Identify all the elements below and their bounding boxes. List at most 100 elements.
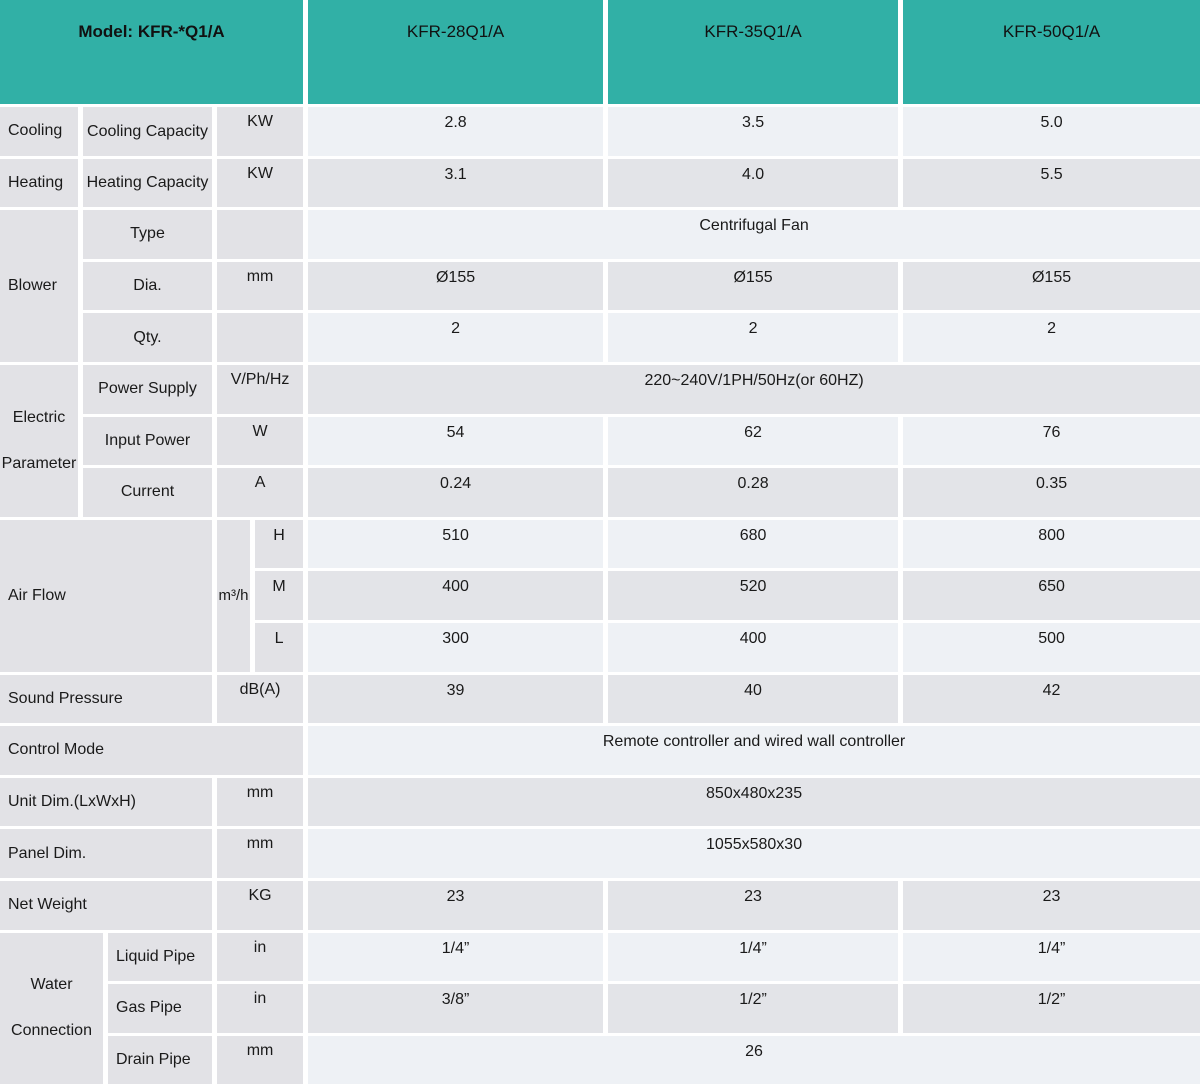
airflow-mid-value-kfr35: 520 (608, 571, 899, 620)
row-blower-dia: Dia. mm Ø155 Ø155 Ø155 (0, 261, 1200, 311)
power-supply-unit: V/Ph/Hz (217, 364, 304, 414)
sound-pressure-value-kfr50: 42 (903, 674, 1200, 724)
column-header-kfr50: KFR-50Q1/A (903, 0, 1200, 104)
power-supply-value: 220~240V/1PH/50Hz(or 60HZ) (308, 364, 1200, 414)
blower-dia-value-kfr28: Ø155 (308, 261, 604, 311)
gas-pipe-unit: in (217, 984, 304, 1033)
panel-dim-unit: mm (217, 829, 304, 878)
liquid-pipe-value-kfr35: 1/4” (608, 932, 899, 982)
current-value-kfr28: 0.24 (308, 468, 604, 517)
row-sound-pressure: Sound Pressure dB(A) 39 40 42 (0, 674, 1200, 724)
drain-pipe-value: 26 (308, 1035, 1200, 1085)
heating-value-kfr28: 3.1 (308, 158, 604, 208)
unit-dim-value: 850x480x235 (308, 777, 1200, 827)
blower-type-label: Type (83, 210, 212, 259)
row-blower-type: Blower Type Centrifugal Fan (0, 210, 1200, 362)
gas-pipe-label: Gas Pipe (108, 984, 212, 1033)
cooling-capacity-label: Cooling Capacity (83, 107, 212, 156)
row-power-supply: Electric Parameter Power Supply V/Ph/Hz … (0, 364, 1200, 517)
table-header-row: Model: KFR-*Q1/A KFR-28Q1/A KFR-35Q1/A K… (0, 0, 1200, 104)
airflow-low-value-kfr50: 500 (903, 622, 1200, 672)
cooling-value-kfr28: 2.8 (308, 107, 604, 156)
net-weight-value-kfr28: 23 (308, 880, 604, 930)
control-mode-value: Remote controller and wired wall control… (308, 726, 1200, 775)
net-weight-unit: KG (217, 880, 304, 930)
blower-qty-value-kfr50: 2 (903, 313, 1200, 362)
model-header-cell: Model: KFR-*Q1/A (0, 0, 304, 104)
airflow-high-label: H (255, 519, 304, 569)
panel-dim-value: 1055x580x30 (308, 829, 1200, 878)
airflow-low-label: L (255, 622, 304, 672)
drain-pipe-label: Drain Pipe (108, 1035, 212, 1085)
unit-dim-unit: mm (217, 777, 304, 827)
liquid-pipe-value-kfr50: 1/4” (903, 932, 1200, 982)
airflow-mid-label: M (255, 571, 304, 620)
blower-qty-value-kfr35: 2 (608, 313, 899, 362)
input-power-value-kfr50: 76 (903, 416, 1200, 466)
row-airflow-mid: M 400 520 650 (0, 571, 1200, 620)
net-weight-value-kfr50: 23 (903, 880, 1200, 930)
blower-group-label: Blower (0, 210, 78, 362)
airflow-unit: m³/h (217, 519, 250, 672)
row-panel-dim: Panel Dim. mm 1055x580x30 (0, 829, 1200, 878)
gas-pipe-value-kfr35: 1/2” (608, 984, 899, 1033)
blower-dia-value-kfr50: Ø155 (903, 261, 1200, 311)
gas-pipe-value-kfr50: 1/2” (903, 984, 1200, 1033)
column-header-kfr28: KFR-28Q1/A (308, 0, 604, 104)
gas-pipe-value-kfr28: 3/8” (308, 984, 604, 1033)
blower-dia-value-kfr35: Ø155 (608, 261, 899, 311)
airflow-high-value-kfr35: 680 (608, 519, 899, 569)
unit-dim-label: Unit Dim.(LxWxH) (0, 777, 212, 827)
airflow-high-value-kfr50: 800 (903, 519, 1200, 569)
row-unit-dim: Unit Dim.(LxWxH) mm 850x480x235 (0, 777, 1200, 827)
current-unit: A (217, 468, 304, 517)
blower-qty-value-kfr28: 2 (308, 313, 604, 362)
blower-dia-label: Dia. (83, 261, 212, 311)
airflow-group-label: Air Flow (0, 519, 212, 672)
column-header-kfr35: KFR-35Q1/A (608, 0, 899, 104)
net-weight-label: Net Weight (0, 880, 212, 930)
row-control-mode: Control Mode Remote controller and wired… (0, 726, 1200, 775)
current-label: Current (83, 468, 212, 517)
row-heating: Heating Heating Capacity KW 3.1 4.0 5.5 (0, 158, 1200, 208)
current-value-kfr50: 0.35 (903, 468, 1200, 517)
heating-value-kfr35: 4.0 (608, 158, 899, 208)
electric-group-label: Electric Parameter (0, 364, 78, 517)
row-airflow-low: L 300 400 500 (0, 622, 1200, 672)
sound-pressure-label: Sound Pressure (0, 674, 212, 724)
cooling-group-label: Cooling (0, 107, 78, 156)
heating-group-label: Heating (0, 158, 78, 208)
sound-pressure-unit: dB(A) (217, 674, 304, 724)
heating-unit: KW (217, 158, 304, 208)
control-mode-label: Control Mode (0, 726, 304, 775)
airflow-mid-value-kfr28: 400 (308, 571, 604, 620)
water-group-label: Water Connection (0, 932, 103, 1085)
input-power-unit: W (217, 416, 304, 466)
row-cooling: Cooling Cooling Capacity KW 2.8 3.5 5.0 (0, 107, 1200, 156)
row-airflow-high: Air Flow m³/h H 510 680 800 (0, 519, 1200, 672)
cooling-value-kfr35: 3.5 (608, 107, 899, 156)
blower-dia-unit: mm (217, 261, 304, 311)
input-power-label: Input Power (83, 416, 212, 466)
airflow-low-value-kfr35: 400 (608, 622, 899, 672)
row-gas-pipe: Gas Pipe in 3/8” 1/2” 1/2” (0, 984, 1200, 1033)
cooling-value-kfr50: 5.0 (903, 107, 1200, 156)
row-blower-qty: Qty. 2 2 2 (0, 313, 1200, 362)
row-current: Current A 0.24 0.28 0.35 (0, 468, 1200, 517)
net-weight-value-kfr35: 23 (608, 880, 899, 930)
sound-pressure-value-kfr28: 39 (308, 674, 604, 724)
power-supply-label: Power Supply (83, 364, 212, 414)
liquid-pipe-unit: in (217, 932, 304, 982)
liquid-pipe-value-kfr28: 1/4” (308, 932, 604, 982)
cooling-unit: KW (217, 107, 304, 156)
drain-pipe-unit: mm (217, 1035, 304, 1085)
row-liquid-pipe: Water Connection Liquid Pipe in 1/4” 1/4… (0, 932, 1200, 1085)
airflow-high-value-kfr28: 510 (308, 519, 604, 569)
panel-dim-label: Panel Dim. (0, 829, 212, 878)
current-value-kfr35: 0.28 (608, 468, 899, 517)
input-power-value-kfr35: 62 (608, 416, 899, 466)
blower-qty-unit (217, 313, 304, 362)
row-drain-pipe: Drain Pipe mm 26 (0, 1035, 1200, 1085)
